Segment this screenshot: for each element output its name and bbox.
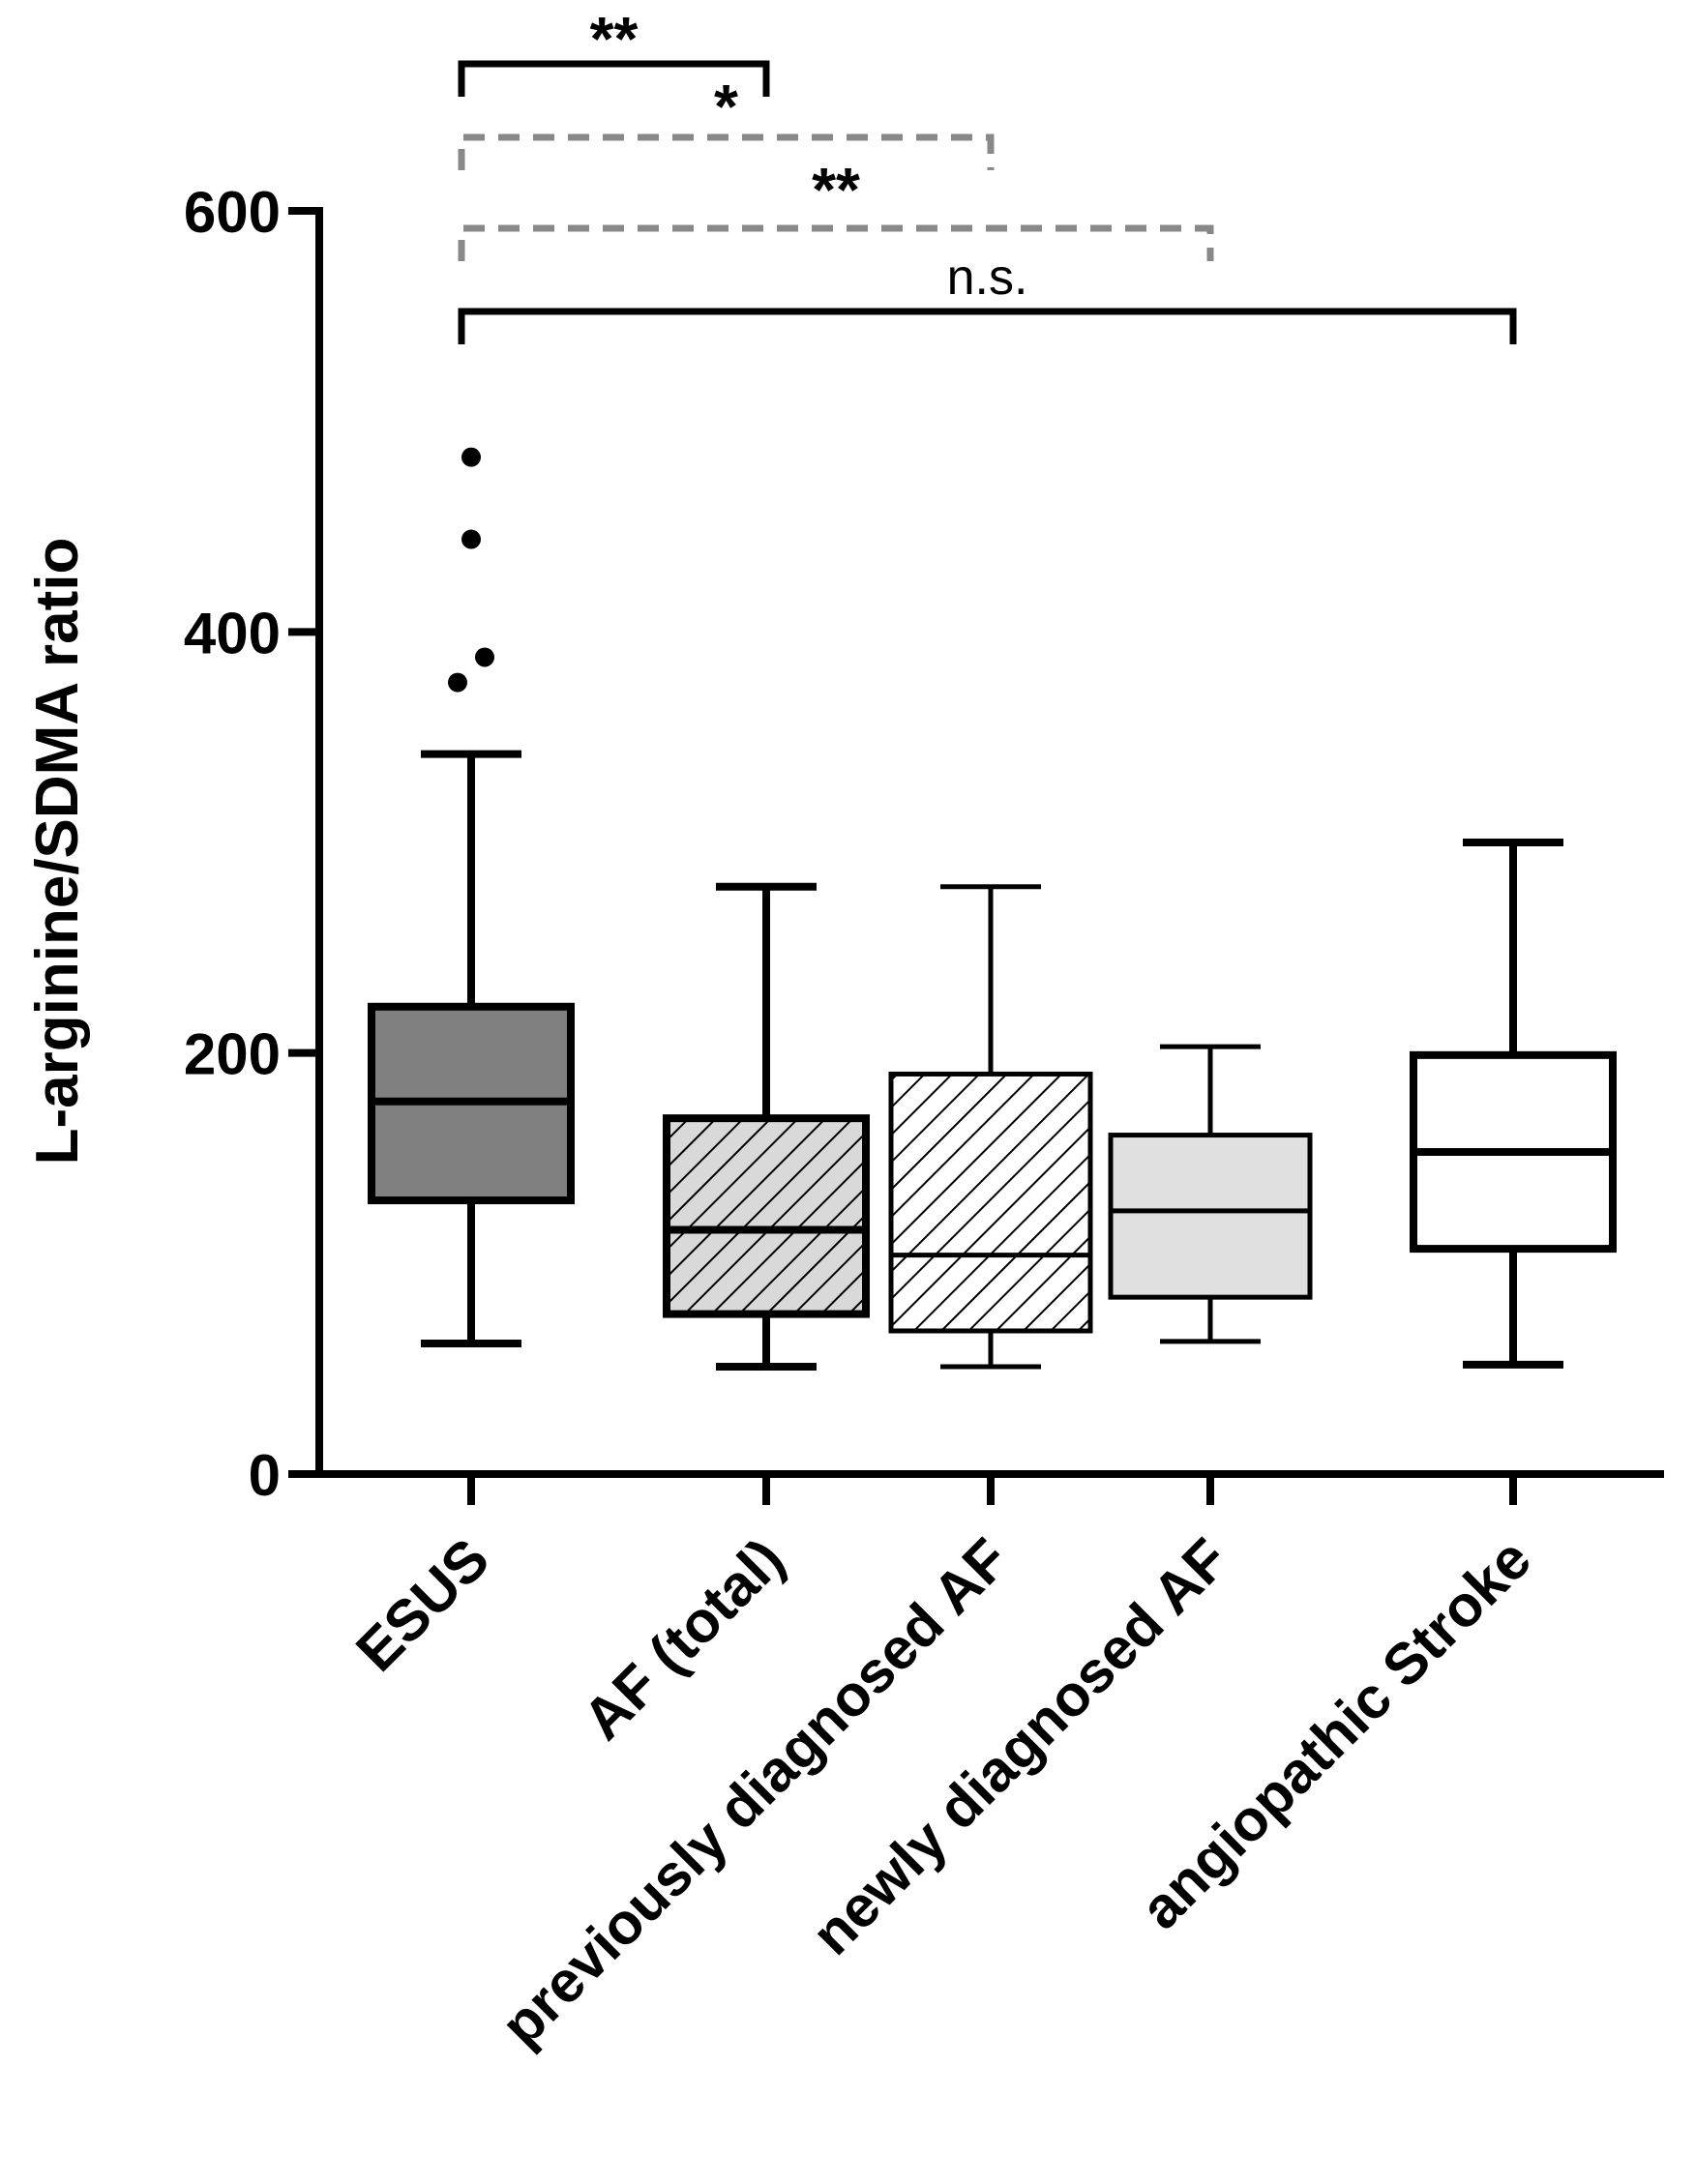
outlier-point bbox=[461, 447, 481, 467]
significance-bracket bbox=[458, 133, 995, 170]
significance-bracket bbox=[458, 224, 1214, 261]
x-tick-label: ESUS bbox=[343, 1526, 501, 1684]
y-tick-label: 200 bbox=[184, 1022, 281, 1087]
box-outline bbox=[888, 1071, 1093, 1334]
outlier-point bbox=[461, 529, 481, 549]
outlier-point bbox=[475, 647, 494, 667]
significance-label: n.s. bbox=[947, 250, 1028, 306]
box-fill bbox=[1111, 1135, 1310, 1298]
box-outline bbox=[1108, 1133, 1313, 1300]
y-tick-label: 400 bbox=[184, 601, 281, 665]
significance-label: ** bbox=[590, 4, 639, 74]
box-group bbox=[663, 882, 870, 1371]
box-group bbox=[888, 884, 1093, 1370]
box-series bbox=[368, 447, 1617, 1371]
y-axis-ticks: 0 200 400 600 bbox=[184, 180, 319, 1508]
significance-brackets: *****n.s. bbox=[458, 4, 1517, 344]
significance-label: * bbox=[714, 72, 738, 141]
box-group bbox=[1108, 1044, 1313, 1344]
significance-bracket bbox=[458, 308, 1517, 344]
x-axis-ticks: ESUS AF (total)previously diagnosed AFnew… bbox=[343, 1474, 1543, 2058]
box-outline bbox=[663, 1114, 870, 1318]
significance-label: ** bbox=[812, 155, 860, 224]
box-hatch bbox=[667, 1118, 866, 1314]
outlier-point bbox=[448, 672, 467, 693]
significance-bracket bbox=[458, 60, 770, 97]
box-group bbox=[1410, 839, 1617, 1369]
box-group bbox=[368, 447, 575, 1348]
y-axis-label: L-arginine/SDMA ratio bbox=[24, 538, 91, 1166]
box-hatch bbox=[891, 1074, 1090, 1331]
y-tick-label: 0 bbox=[249, 1443, 281, 1508]
x-tick-label: AF (total) bbox=[571, 1526, 797, 1753]
y-tick-label: 600 bbox=[184, 180, 281, 245]
